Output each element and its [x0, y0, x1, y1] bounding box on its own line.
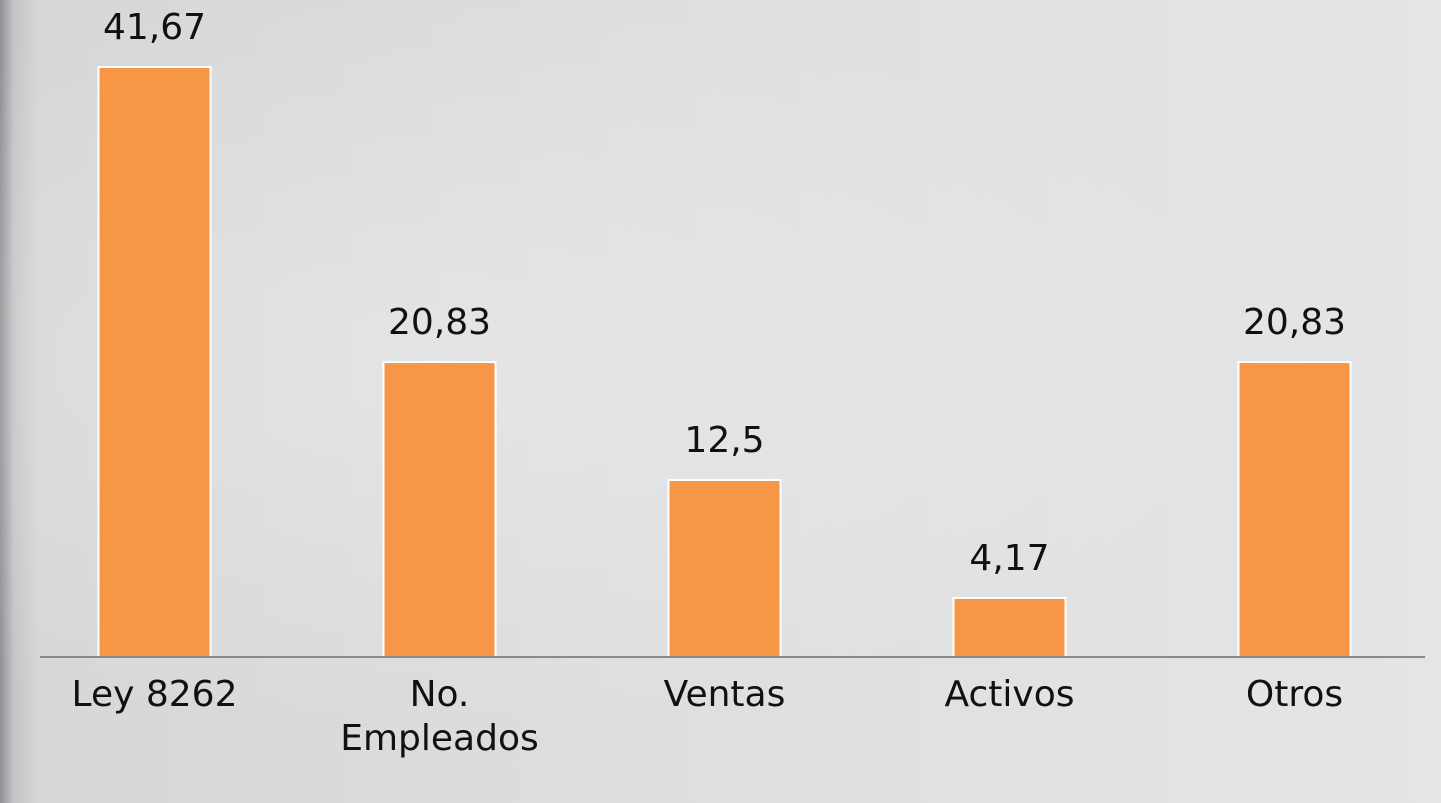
bar — [1237, 361, 1352, 658]
data-label: 12,5 — [684, 420, 764, 461]
bar — [952, 596, 1067, 658]
x-tick-label: No. Empleados — [340, 674, 539, 759]
data-label: 20,83 — [388, 302, 491, 343]
x-tick-label: Otros — [1245, 674, 1344, 715]
x-tick-label: Ventas — [663, 674, 786, 715]
bar — [667, 479, 782, 658]
bar — [97, 66, 212, 658]
data-label: 20,83 — [1243, 302, 1346, 343]
data-label: 4,17 — [969, 538, 1049, 579]
x-tick-label: Activos — [944, 674, 1075, 715]
x-tick-label: Ley 8262 — [71, 674, 238, 715]
bar — [382, 361, 497, 658]
data-label: 41,67 — [103, 7, 206, 48]
